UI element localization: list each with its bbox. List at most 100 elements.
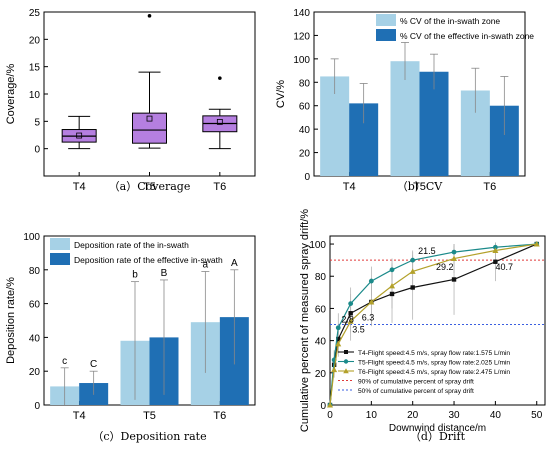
y-tick-label: 10 bbox=[29, 90, 41, 101]
significance-letter: B bbox=[161, 268, 168, 279]
legend-swatch bbox=[50, 253, 70, 265]
annotation-label: 2.8 bbox=[341, 315, 354, 325]
series-point bbox=[368, 298, 375, 305]
annotation-label: 29.2 bbox=[436, 262, 454, 272]
plot-frame bbox=[329, 235, 546, 406]
legend-label: 90% of cumulative percent of spray drift bbox=[358, 379, 474, 386]
y-tick-label: 100 bbox=[309, 240, 326, 251]
y-tick-label: 40 bbox=[29, 333, 41, 344]
y-tick-label: 120 bbox=[293, 31, 310, 42]
series-point bbox=[533, 241, 540, 247]
annotation-label: 21.5 bbox=[418, 246, 436, 256]
series-point bbox=[348, 311, 353, 316]
panel-deposition-rate: 0 20 40 60 80 100 Deposition rate/% （c）Depositi… bbox=[5, 232, 256, 443]
y-tick-label: 140 bbox=[293, 8, 310, 19]
series-point bbox=[451, 249, 457, 255]
box-mean-marker bbox=[216, 118, 223, 125]
annotation-label: 6.3 bbox=[362, 313, 375, 323]
y-tick-label: 20 bbox=[299, 149, 311, 160]
series-point bbox=[492, 247, 499, 253]
panel-caption: （c）Deposition rate bbox=[92, 430, 206, 443]
series-point bbox=[335, 340, 342, 347]
y-tick-label: 80 bbox=[315, 272, 327, 283]
series-line bbox=[329, 243, 537, 406]
y-tick-label: 40 bbox=[315, 337, 327, 348]
annotation-label: 40.7 bbox=[496, 262, 514, 272]
y-tick-label: 0 bbox=[34, 401, 40, 412]
x-tick-label: 40 bbox=[490, 410, 502, 421]
series-point bbox=[336, 336, 341, 342]
y-tick-label: 100 bbox=[23, 232, 40, 243]
legend-swatch bbox=[376, 14, 396, 26]
y-tick-label: 20 bbox=[29, 35, 41, 46]
series-point bbox=[335, 325, 341, 331]
legend-label: % CV of the in-swath zone bbox=[400, 16, 500, 26]
series-point bbox=[493, 259, 498, 264]
y-tick-label: 0 bbox=[320, 401, 326, 412]
series-point bbox=[348, 301, 354, 306]
series-point bbox=[347, 318, 354, 324]
series-line bbox=[329, 243, 537, 406]
y-tick-label: 60 bbox=[299, 102, 311, 113]
x-tick-label: 0 bbox=[327, 410, 333, 421]
significance-letter: a bbox=[203, 259, 209, 270]
y-tick-label: 20 bbox=[315, 369, 327, 380]
x-tick-label: T6 bbox=[213, 181, 226, 193]
box-iqr bbox=[132, 112, 167, 144]
outlier-point bbox=[147, 14, 152, 18]
series-point bbox=[389, 267, 395, 273]
legend-label: T4-Flight speed:4.5 m/s, spray flow rate… bbox=[358, 350, 510, 357]
box-mean-marker bbox=[146, 115, 153, 122]
legend-marker bbox=[344, 350, 348, 354]
legend-marker bbox=[343, 368, 349, 374]
series-point bbox=[451, 255, 458, 262]
y-tick-label: 15 bbox=[29, 63, 41, 74]
y-tick-label: 0 bbox=[304, 172, 310, 183]
x-tick-label: T6 bbox=[483, 181, 496, 193]
series-point bbox=[368, 278, 374, 284]
series-point bbox=[410, 257, 416, 263]
bar bbox=[390, 61, 420, 177]
series-line bbox=[329, 243, 537, 406]
y-tick-label: 20 bbox=[29, 367, 41, 378]
legend-label: T6-Flight speed:4.5 m/s, spray flow rate… bbox=[358, 369, 510, 376]
x-tick-label: T5 bbox=[413, 181, 426, 193]
y-axis-label: Cumulative percent of measured spray dri… bbox=[299, 209, 311, 432]
legend-label: 50% of cumulative percent of spray drift bbox=[358, 388, 474, 395]
y-tick-label: 40 bbox=[299, 125, 311, 136]
series-point bbox=[331, 366, 338, 373]
x-tick-label: T6 bbox=[213, 410, 226, 422]
outlier-point bbox=[218, 76, 222, 80]
y-tick-label: 60 bbox=[29, 300, 41, 311]
x-tick-label: 20 bbox=[407, 410, 419, 421]
series-point bbox=[327, 402, 333, 408]
significance-letter: C bbox=[90, 359, 97, 370]
series-point bbox=[409, 268, 416, 274]
y-tick-label: 0 bbox=[34, 145, 40, 156]
x-tick-label: 10 bbox=[366, 410, 378, 421]
y-tick-label: 100 bbox=[293, 55, 310, 66]
y-tick-label: 80 bbox=[29, 266, 41, 277]
panel-caption: （a）Coverage bbox=[109, 180, 191, 193]
panel-caption: （d）Drift bbox=[410, 430, 466, 443]
legend-marker bbox=[343, 359, 349, 364]
significance-letter: b bbox=[132, 270, 138, 281]
y-tick-label: 80 bbox=[299, 78, 311, 89]
legend-label: Deposition rate of the in-swath bbox=[74, 240, 189, 250]
panel-caption: （b）CV bbox=[397, 180, 443, 193]
y-axis-label: CV/% bbox=[275, 80, 287, 108]
box-mean-marker bbox=[76, 132, 83, 139]
x-axis-label: Downwind distance/m bbox=[389, 423, 486, 434]
x-tick-label: 30 bbox=[448, 410, 460, 421]
series-point bbox=[389, 282, 396, 289]
significance-letter: c bbox=[62, 356, 67, 367]
x-tick-label: T4 bbox=[73, 410, 86, 422]
legend-label: Deposition rate of the effective in-swat… bbox=[74, 255, 223, 265]
annotation-label: 3.5 bbox=[352, 325, 365, 335]
x-tick-label: T5 bbox=[143, 181, 156, 193]
legend-swatch bbox=[376, 29, 396, 41]
legend-swatch bbox=[50, 238, 70, 250]
legend-label: T5-Flight speed:4.5 m/s, spray flow rate… bbox=[358, 360, 510, 367]
